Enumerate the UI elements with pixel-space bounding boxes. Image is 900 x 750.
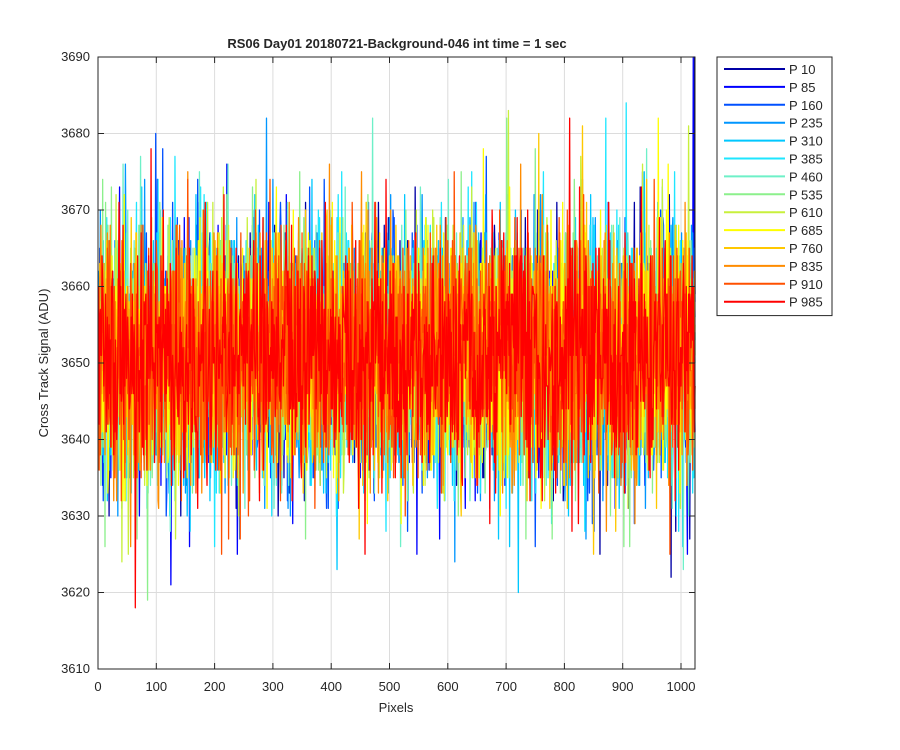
x-tick-label: 800 xyxy=(554,679,576,694)
chart-title: RS06 Day01 20180721-Background-046 int t… xyxy=(227,36,566,51)
legend-label: P 85 xyxy=(789,80,816,95)
legend-label: P 910 xyxy=(789,277,823,292)
y-tick-label: 3620 xyxy=(61,585,90,600)
x-tick-label: 600 xyxy=(437,679,459,694)
y-tick-label: 3680 xyxy=(61,126,90,141)
x-tick-label: 0 xyxy=(94,679,101,694)
y-tick-label: 3660 xyxy=(61,279,90,294)
legend-label: P 535 xyxy=(789,187,823,202)
x-tick-label: 900 xyxy=(612,679,634,694)
x-tick-label: 200 xyxy=(204,679,226,694)
series-layer xyxy=(97,56,696,609)
x-tick-label: 1000 xyxy=(667,679,696,694)
x-tick-label: 300 xyxy=(262,679,284,694)
legend-label: P 460 xyxy=(789,169,823,184)
x-tick-label: 400 xyxy=(320,679,342,694)
legend-label: P 985 xyxy=(789,295,823,310)
series-line-p-985 xyxy=(97,117,696,609)
x-axis-label: Pixels xyxy=(379,700,414,715)
legend-label: P 160 xyxy=(789,98,823,113)
legend-box xyxy=(716,56,833,317)
y-tick-label: 3640 xyxy=(61,432,90,447)
x-tick-label: 700 xyxy=(495,679,517,694)
legend-label: P 835 xyxy=(789,259,823,274)
x-tick-label: 500 xyxy=(379,679,401,694)
legend-label: P 235 xyxy=(789,116,823,131)
y-tick-label: 3690 xyxy=(61,49,90,64)
legend-label: P 10 xyxy=(789,62,816,77)
y-tick-label: 3670 xyxy=(61,202,90,217)
legend-label: P 760 xyxy=(789,241,823,256)
legend-label: P 385 xyxy=(789,152,823,167)
y-tick-label: 3650 xyxy=(61,355,90,370)
y-tick-label: 3630 xyxy=(61,508,90,523)
legend: P 10 P 85 P 160 P 235 P 310 P 385 P 460 P 535 P … xyxy=(716,56,833,317)
legend-label: P 610 xyxy=(789,205,823,220)
x-tick-label: 100 xyxy=(145,679,167,694)
legend-label: P 310 xyxy=(789,134,823,149)
y-axis-label: Cross Track Signal (ADU) xyxy=(36,289,51,438)
y-tick-label: 3610 xyxy=(61,661,90,676)
axes: 0 100 200 300 400 500 600 700 800 900 1000 3610 3620… xyxy=(61,49,695,694)
legend-label: P 685 xyxy=(789,223,823,238)
